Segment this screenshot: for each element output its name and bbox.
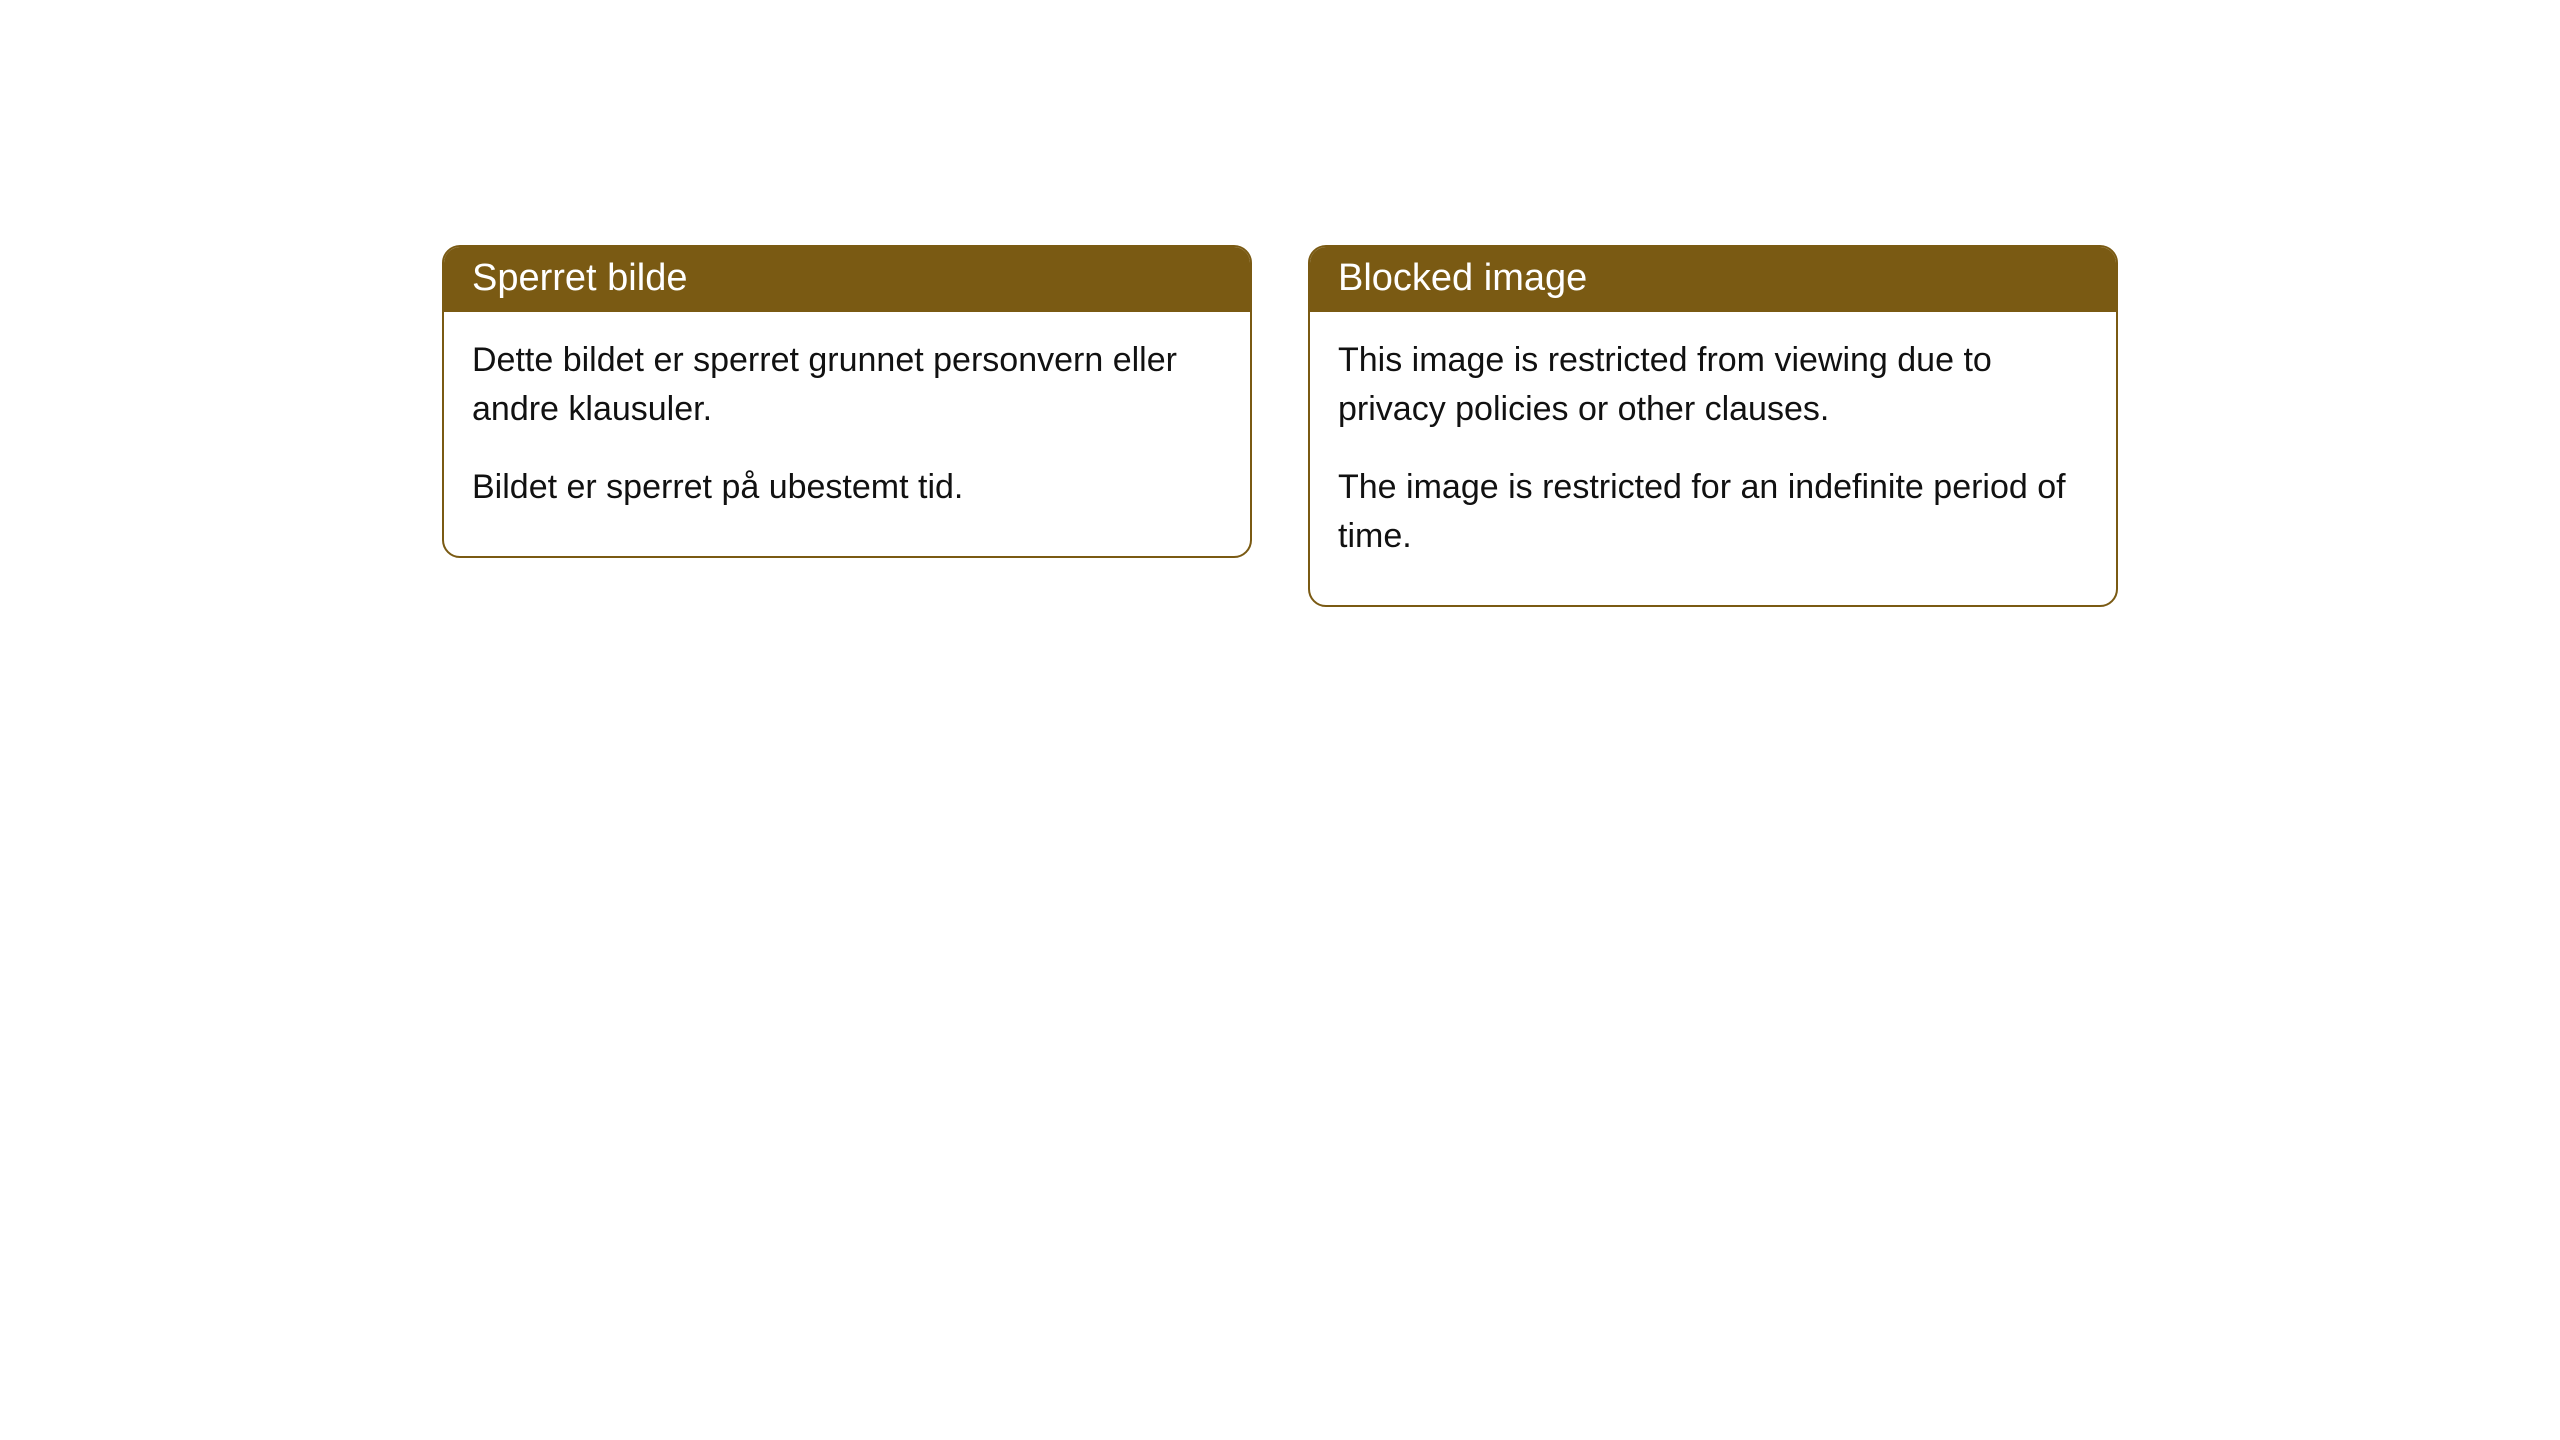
notice-card-norwegian: Sperret bilde Dette bildet er sperret gr…	[442, 245, 1252, 558]
notice-card-english: Blocked image This image is restricted f…	[1308, 245, 2118, 607]
card-body: Dette bildet er sperret grunnet personve…	[444, 312, 1250, 556]
card-body: This image is restricted from viewing du…	[1310, 312, 2116, 605]
card-header-text: Sperret bilde	[472, 257, 687, 299]
card-paragraph: Dette bildet er sperret grunnet personve…	[472, 336, 1222, 435]
card-header: Blocked image	[1310, 247, 2116, 312]
card-paragraph: This image is restricted from viewing du…	[1338, 336, 2088, 435]
card-paragraph: The image is restricted for an indefinit…	[1338, 463, 2088, 562]
card-header: Sperret bilde	[444, 247, 1250, 312]
card-header-text: Blocked image	[1338, 257, 1587, 299]
card-paragraph: Bildet er sperret på ubestemt tid.	[472, 463, 1222, 512]
notice-card-container: Sperret bilde Dette bildet er sperret gr…	[442, 245, 2118, 1440]
